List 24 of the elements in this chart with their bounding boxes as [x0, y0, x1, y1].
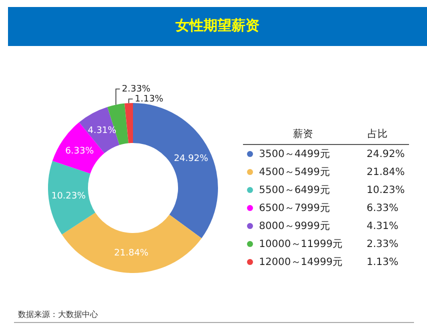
text: 1.13%	[366, 256, 398, 268]
legend-label: 3500～4499元	[258, 148, 331, 162]
text: 4.31%	[366, 220, 398, 232]
text: 6.33%	[366, 202, 398, 214]
data-label: 2.33%	[122, 84, 151, 94]
legend-label: 5500～6499元	[258, 184, 331, 198]
chart-title: 女性期望薪资	[8, 7, 427, 46]
data-label: 10.23%	[51, 192, 86, 202]
text: 2.33%	[366, 238, 398, 250]
legend-label: 4500～5499元	[258, 166, 331, 180]
legend-title: 薪资	[243, 126, 347, 144]
data-label: 24.92%	[174, 154, 209, 164]
text: 10.23%	[366, 184, 405, 196]
source-note: 数据来源：大数据中心	[18, 309, 98, 320]
text: 占比	[346, 126, 409, 144]
data-label: 6.33%	[65, 146, 94, 156]
text: 21.84%	[366, 166, 405, 178]
data-label: 1.13%	[134, 94, 164, 104]
legend-label: 6500～7999元	[258, 202, 331, 216]
legend-label: 12000～14999元	[258, 256, 344, 270]
legend-label: 10000～11999元	[258, 238, 344, 252]
text: 24.92%	[366, 148, 405, 160]
legend-label: 8000～9999元	[258, 220, 331, 234]
data-label: 21.84%	[114, 248, 149, 258]
